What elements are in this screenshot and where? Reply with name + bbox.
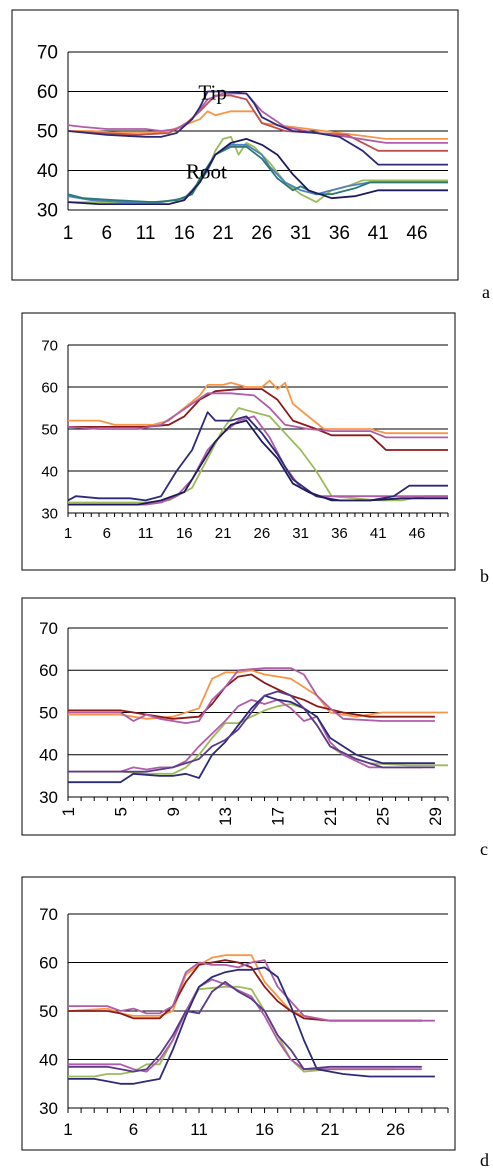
x-tick-label: 16 [174,223,195,244]
x-tick-label: 21 [321,1120,340,1139]
series-line [68,694,435,784]
chart-frame [21,876,456,1151]
x-tick-label: 31 [290,223,311,244]
y-tick-label: 60 [39,953,58,972]
series-line [68,419,448,506]
y-tick-label: 40 [37,161,58,182]
y-tick-label: 50 [39,703,58,722]
x-tick-label: 16 [176,525,193,542]
series-line [68,981,422,1073]
x-tick-label: 1 [63,1120,72,1139]
x-tick-label: 36 [329,223,350,244]
y-tick-label: 50 [41,421,58,438]
x-tick-label: 1 [59,807,78,816]
x-tick-label: 5 [111,807,130,816]
y-tick-label: 70 [37,43,58,64]
x-tick-label: 26 [386,1120,405,1139]
annotation-label: Tip [198,81,226,105]
y-tick-label: 40 [41,463,58,480]
y-tick-label: 60 [37,82,58,103]
series-line [67,94,448,152]
series-line [67,392,448,439]
x-tick-label: 11 [190,1120,208,1139]
x-tick-label: 1 [64,525,72,542]
series-line [68,379,448,435]
panel-label: a [482,282,490,302]
y-tick-label: 70 [39,905,58,924]
series-line [68,673,435,720]
panel-label: b [480,566,489,586]
x-tick-label: 41 [368,223,389,244]
y-tick-label: 70 [41,337,58,354]
chart-frame [21,312,456,571]
y-tick-label: 70 [39,619,58,638]
series-line [67,90,448,166]
y-tick-label: 60 [41,379,58,396]
x-tick-label: 41 [370,525,387,542]
annotation-label: Root [186,160,227,184]
x-tick-label: 11 [138,525,154,542]
chart-panel-c: 30 40 50 60 70 1 5 9 13 17 21 25 29 c [21,597,488,859]
x-tick-label: 46 [409,525,426,542]
x-tick-label: 46 [406,223,427,244]
x-tick-label: 25 [373,807,392,826]
y-tick-label: 30 [39,1099,58,1118]
series-line [68,690,435,773]
x-tick-label: 21 [321,807,340,826]
x-tick-label: 1 [63,223,74,244]
series-line [68,698,422,773]
x-tick-label: 21 [213,223,234,244]
x-tick-label: 17 [269,807,288,826]
x-tick-label: 13 [216,807,235,826]
y-tick-label: 40 [39,1050,58,1069]
x-tick-label: 36 [331,525,348,542]
series-line [68,110,448,140]
series-line [68,667,435,724]
x-tick-label: 6 [129,1120,138,1139]
y-tick-label: 50 [37,122,58,143]
panel-label: d [480,1150,489,1170]
y-tick-label: 50 [39,1002,58,1021]
x-tick-label: 11 [136,223,156,244]
series-line [68,966,435,1085]
series-line [67,145,448,203]
x-tick-label: 29 [426,807,445,826]
panel-label: c [480,839,488,859]
series-line [68,415,448,506]
y-tick-label: 40 [39,746,58,765]
series-line [67,138,448,205]
y-tick-label: 30 [37,201,58,222]
y-tick-label: 30 [41,505,58,522]
series-line [68,959,435,1022]
x-tick-label: 26 [254,525,271,542]
y-tick-label: 60 [39,661,58,680]
x-tick-label: 6 [101,223,112,244]
x-tick-label: 16 [255,1120,274,1139]
x-tick-label: 21 [215,525,232,542]
x-tick-label: 26 [251,223,272,244]
y-tick-label: 30 [39,788,58,807]
x-tick-label: 9 [164,807,183,816]
x-tick-label: 31 [292,525,309,542]
x-tick-label: 6 [103,525,111,542]
